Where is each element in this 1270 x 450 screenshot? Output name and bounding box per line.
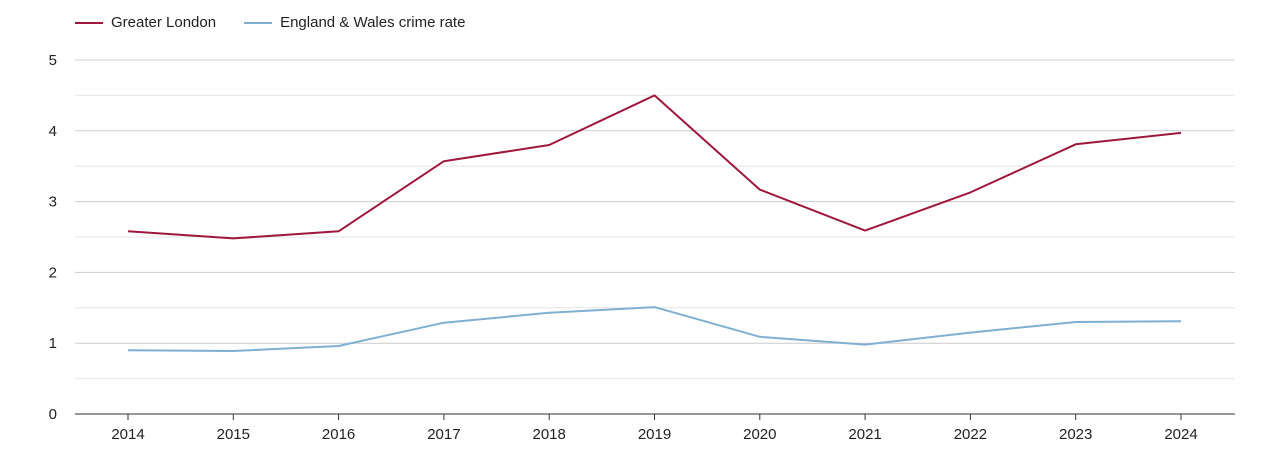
x-tick-label: 2020 <box>743 426 776 443</box>
y-tick-label: 3 <box>49 194 57 211</box>
x-tick-label: 2019 <box>638 426 671 443</box>
chart-legend: Greater London England & Wales crime rat… <box>75 14 465 31</box>
y-tick-label: 1 <box>49 335 57 352</box>
legend-swatch-england-wales <box>244 21 273 24</box>
series-line-greater-london <box>127 94 1182 240</box>
x-tick-label: 2021 <box>848 426 881 443</box>
x-tick-label: 2018 <box>533 426 566 443</box>
x-tick-label: 2023 <box>1059 426 1092 443</box>
x-tick-label: 2017 <box>427 426 460 443</box>
legend-label-england-wales: England & Wales crime rate <box>280 14 466 31</box>
y-tick-label: 5 <box>49 52 57 69</box>
y-tick-label: 4 <box>49 123 57 140</box>
y-tick-label: 0 <box>49 406 57 423</box>
x-tick-label: 2024 <box>1164 426 1197 443</box>
x-tick-label: 2014 <box>111 426 144 443</box>
x-tick-label: 2015 <box>217 426 250 443</box>
x-tick-label: 2022 <box>954 426 987 443</box>
legend-swatch-greater-london <box>75 21 103 24</box>
legend-item-greater-london[interactable]: Greater London <box>75 14 216 31</box>
legend-label-greater-london: Greater London <box>111 14 217 31</box>
y-tick-label: 2 <box>49 264 57 281</box>
series-line-england-wales <box>127 306 1182 352</box>
legend-item-england-wales[interactable]: England & Wales crime rate <box>244 14 465 31</box>
x-tick-label: 2016 <box>322 426 355 443</box>
